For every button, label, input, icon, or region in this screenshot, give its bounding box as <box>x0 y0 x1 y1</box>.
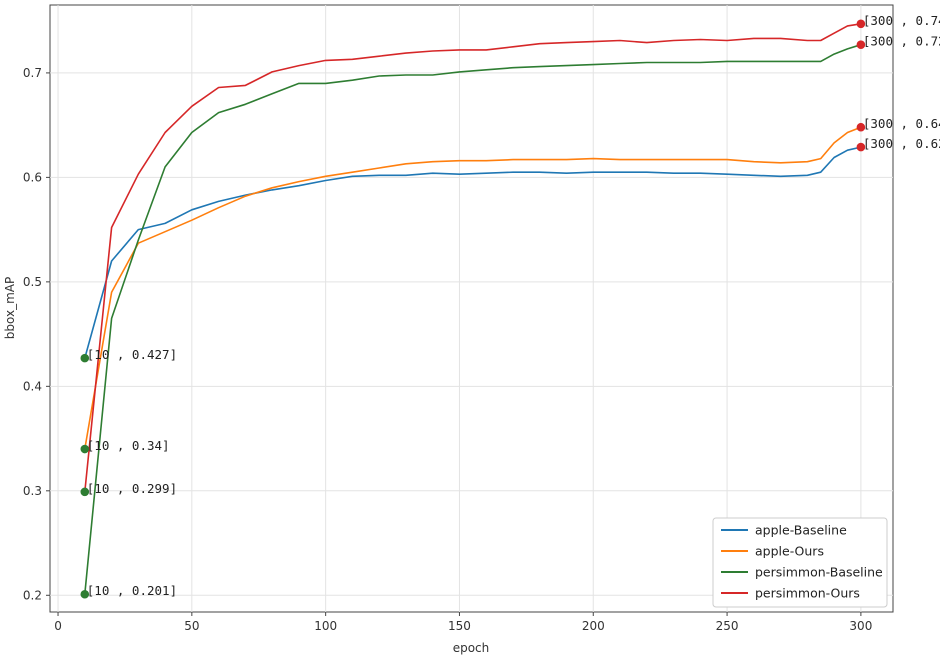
plot-area <box>49 4 894 613</box>
y-tick-label: 0.4 <box>23 379 42 393</box>
y-axis-label: bbox_mAP <box>3 277 17 339</box>
series-line-apple-Baseline <box>84 146 862 359</box>
annotation-label: [300 , 0.747] <box>863 13 940 28</box>
x-tick-label: 100 <box>314 619 337 633</box>
annotation-label: [10 , 0.427] <box>87 347 177 362</box>
y-axis: 0.2 0.3 0.4 0.5 0.6 0.7 <box>23 66 50 602</box>
y-tick-label: 0.6 <box>23 170 42 184</box>
annotation-label: [10 , 0.201] <box>87 583 177 598</box>
annotation-marker <box>80 589 90 599</box>
annotation-marker <box>856 142 866 152</box>
legend-entry: apple-Baseline <box>755 523 847 538</box>
annotation-label: [10 , 0.299] <box>87 481 177 496</box>
legend-entry: persimmon-Ours <box>755 586 860 601</box>
x-tick-label: 300 <box>849 619 872 633</box>
y-tick-label: 0.2 <box>23 588 42 602</box>
series-line-apple-Ours <box>84 126 862 450</box>
legend-entry: apple-Ours <box>755 544 824 559</box>
series-lines <box>84 22 862 596</box>
y-tick-label: 0.3 <box>23 484 42 498</box>
legend-box <box>712 517 888 608</box>
annotation-label: [10 , 0.34] <box>87 438 170 453</box>
annotation-markers <box>80 19 866 599</box>
y-tick-label: 0.5 <box>23 275 42 289</box>
annotation-marker <box>80 353 90 363</box>
annotations: [10 , 0.427] [10 , 0.34] [10 , 0.299] [10 ,… <box>87 13 940 598</box>
annotation-marker <box>856 19 866 29</box>
annotation-label: [300 , 0.727] <box>863 34 940 49</box>
legend-entry: persimmon-Baseline <box>755 565 883 580</box>
annotation-label: [300 , 0.629] <box>863 136 940 151</box>
annotation-marker <box>80 487 90 497</box>
x-tick-label: 0 <box>54 619 62 633</box>
annotation-marker <box>80 444 90 454</box>
x-tick-label: 150 <box>448 619 471 633</box>
annotation-marker <box>856 40 866 50</box>
x-axis: 0 50 100 150 200 250 300 <box>54 612 872 633</box>
legend: apple-Baseline apple-Ours persimmon-Baseli… <box>712 517 888 608</box>
annotation-marker <box>856 122 866 132</box>
x-axis-label: epoch <box>453 641 490 655</box>
series-line-persimmon-Ours <box>84 22 862 493</box>
y-tick-label: 0.7 <box>23 66 42 80</box>
x-tick-label: 50 <box>184 619 199 633</box>
annotation-label: [300 , 0.648] <box>863 116 940 131</box>
x-tick-label: 250 <box>716 619 739 633</box>
series-line-persimmon-Baseline <box>84 43 862 596</box>
x-tick-label: 200 <box>582 619 605 633</box>
